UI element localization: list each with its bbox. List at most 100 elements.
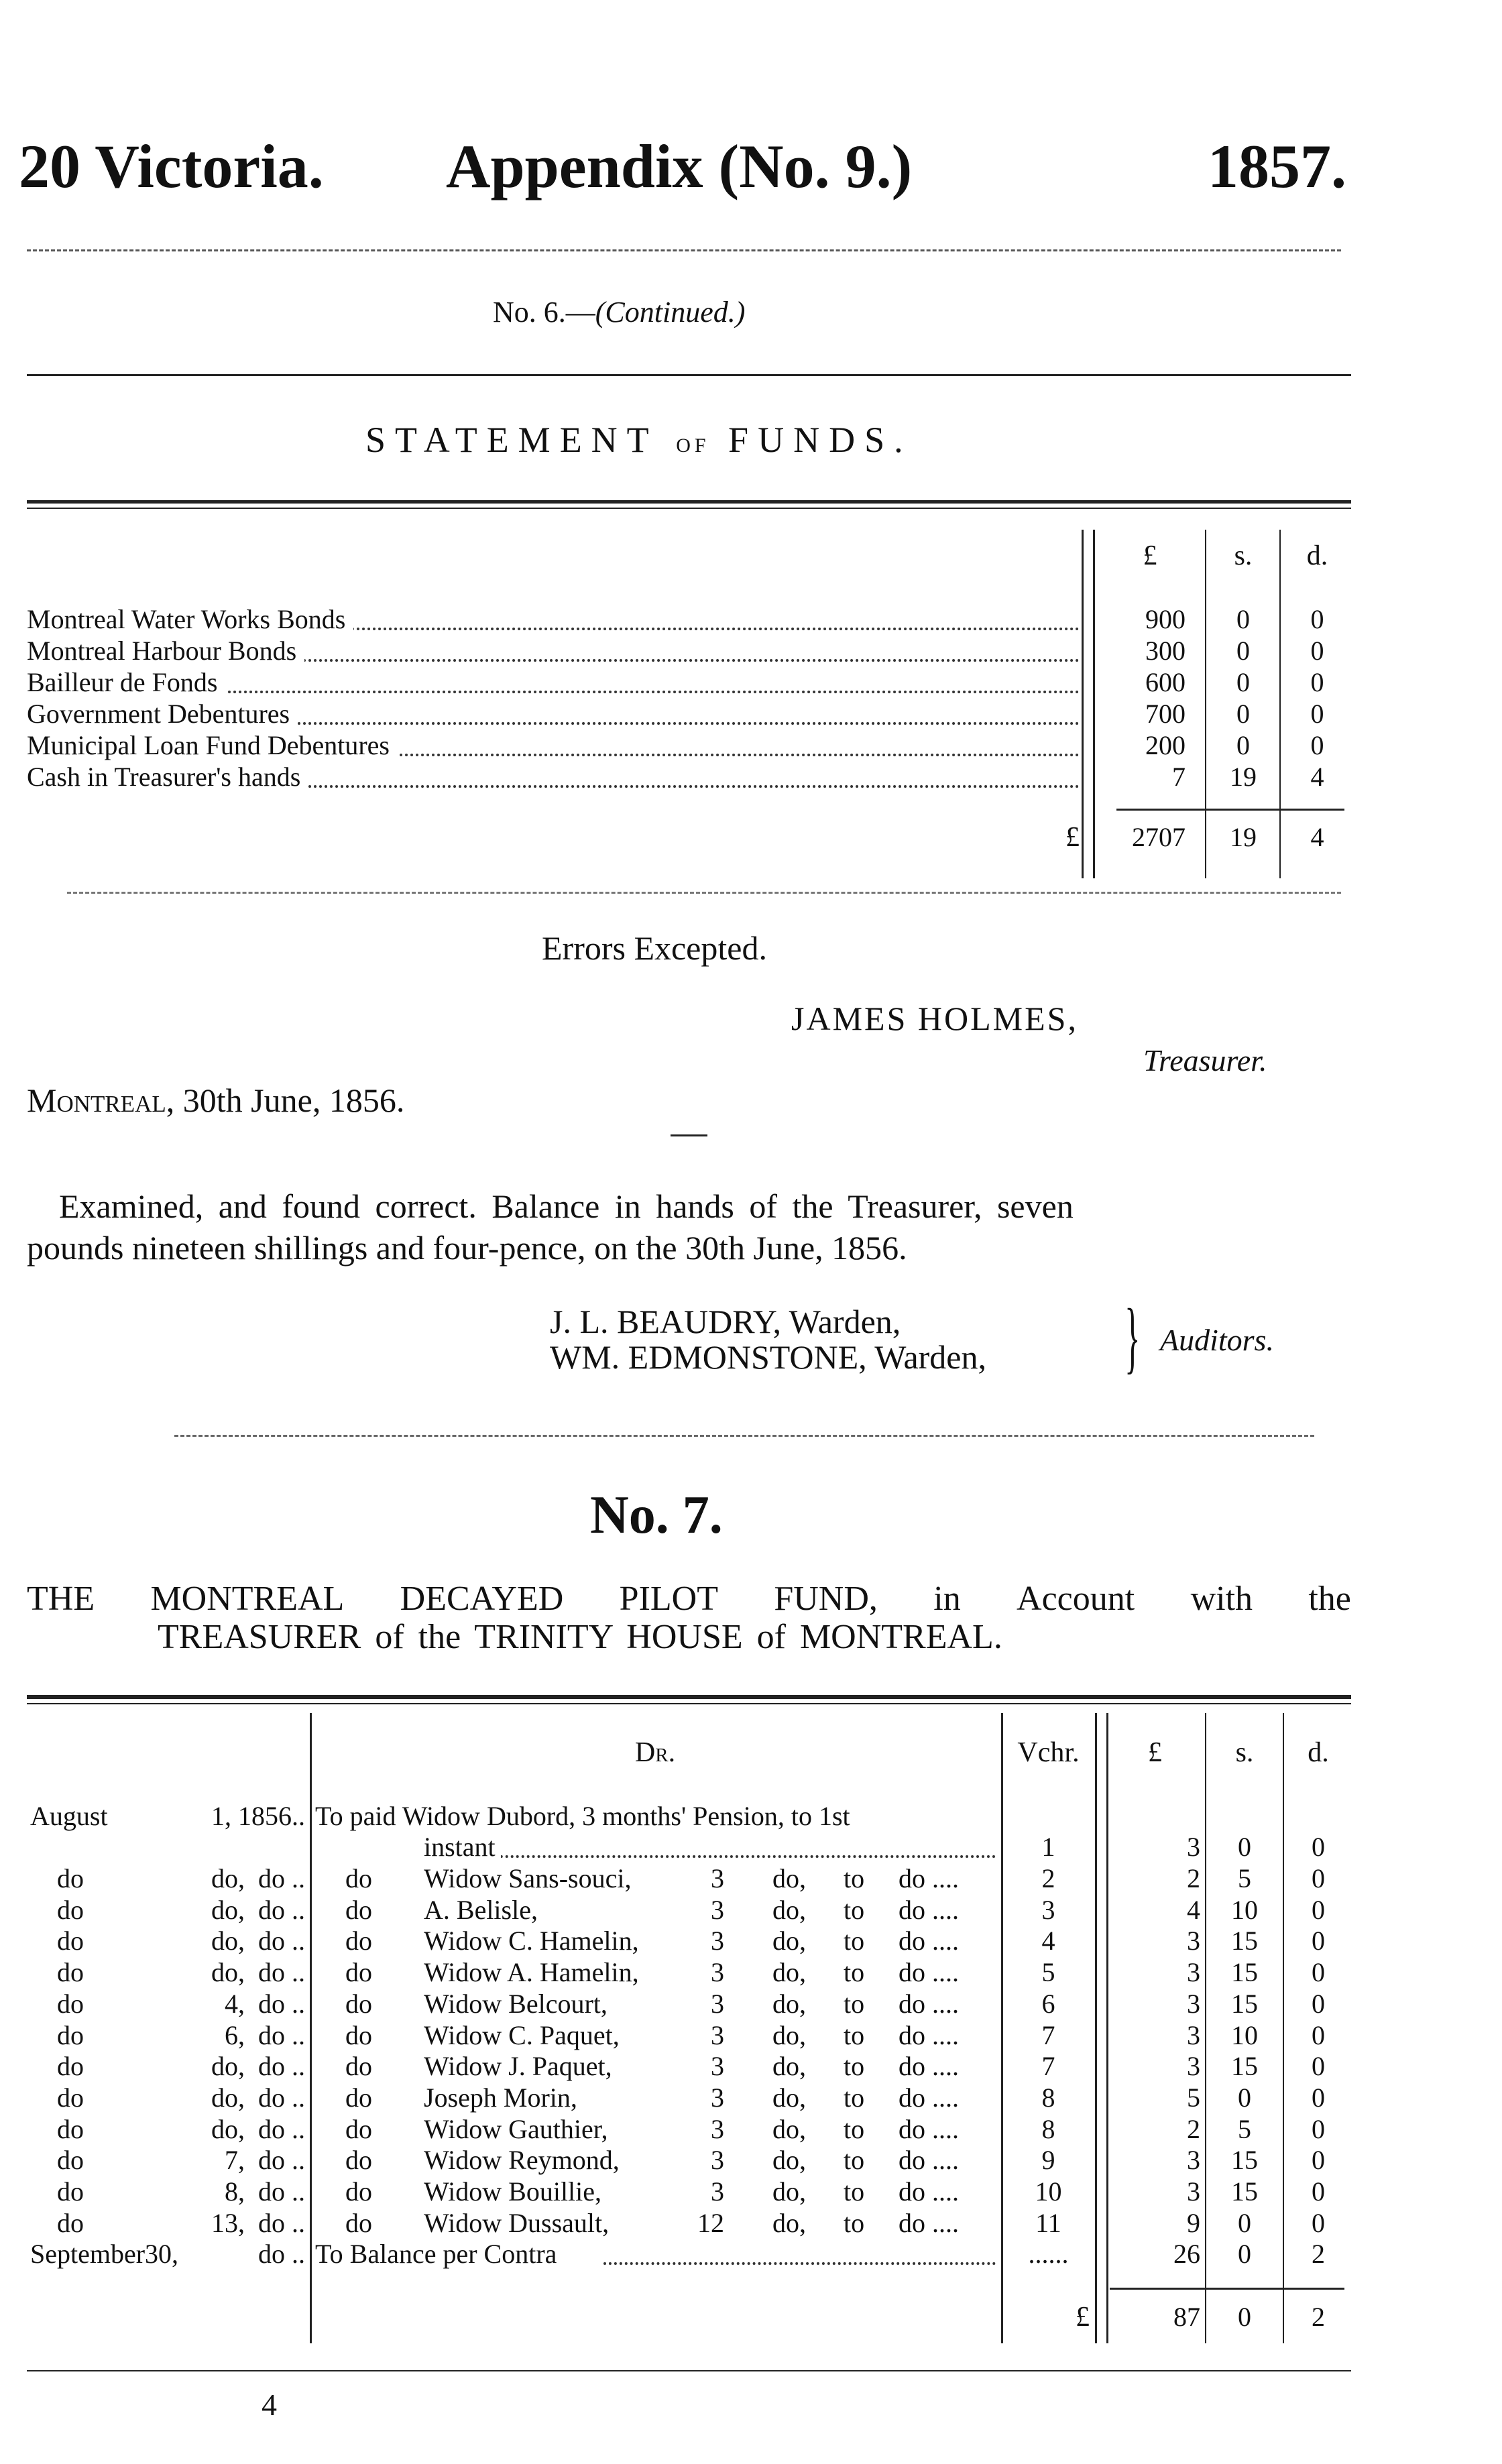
voucher-number: 4 <box>1041 1926 1055 1956</box>
divider <box>174 1435 1314 1437</box>
place: Montreal, <box>27 1081 175 1119</box>
amount-pounds: 7 <box>1172 762 1186 792</box>
months-count: 3 <box>711 1957 724 1988</box>
voucher-number: 1 <box>1041 1832 1055 1862</box>
column-header: £ <box>1143 540 1157 571</box>
pensioner-name: Widow Bouillie, <box>424 2176 602 2207</box>
entry-prefix: do <box>345 2145 372 2176</box>
amount-pounds: 3 <box>1187 1957 1200 1988</box>
period-to: to <box>844 1926 865 1956</box>
period-to: to <box>844 2176 865 2207</box>
total-pounds: 2707 <box>1132 822 1186 852</box>
sum-rule <box>1116 809 1344 811</box>
title-word: with <box>1190 1580 1253 1618</box>
period-unit: do, <box>772 1988 806 2019</box>
column-rule <box>1279 530 1281 878</box>
total-symbol: £ <box>1076 2302 1090 2333</box>
column-rule <box>1095 1713 1097 2343</box>
fund-label: Cash in Treasurer's hands <box>27 761 309 793</box>
entry-description: To paid Widow Dubord, 3 months' Pension,… <box>315 1801 850 1831</box>
period-end: do .... <box>899 2082 959 2113</box>
total-pence: 2 <box>1312 2302 1325 2332</box>
period-unit: do, <box>772 2019 806 2050</box>
months-count: 3 <box>711 2176 724 2207</box>
double-rule <box>27 1703 1351 1704</box>
voucher-number: 9 <box>1041 2145 1055 2176</box>
entry-day: do, do .. <box>211 1894 305 1925</box>
amount-pounds: 3 <box>1187 2145 1200 2176</box>
period-end: do .... <box>899 1988 959 2019</box>
amount-pounds: 600 <box>1145 667 1186 697</box>
pensioner-name: Widow C. Hamelin, <box>424 1926 639 1956</box>
pensioner-name: Widow Gauthier, <box>424 2113 608 2144</box>
pensioner-name: Widow Sans-souci, <box>424 1863 632 1893</box>
voucher-number: 7 <box>1041 2051 1055 2082</box>
entry-month: do <box>57 1894 84 1925</box>
amount-shillings: 15 <box>1231 1926 1258 1956</box>
entry-prefix: do <box>345 1863 372 1893</box>
period-to: to <box>844 2051 865 2082</box>
voucher-number: 10 <box>1035 2176 1062 2207</box>
amount-pounds: 3 <box>1187 1926 1200 1956</box>
period-to: to <box>844 2019 865 2050</box>
amount-pounds: 900 <box>1145 604 1186 634</box>
pensioner-name: Widow C. Paquet, <box>424 2019 620 2050</box>
amount-pence: 0 <box>1310 667 1324 697</box>
fund-label: Bailleur de Fonds <box>27 666 226 698</box>
amount-pounds: 3 <box>1187 1832 1200 1862</box>
errors-excepted: Errors Excepted. <box>542 929 767 967</box>
months-count: 3 <box>711 1988 724 2019</box>
period-end: do .... <box>899 2113 959 2144</box>
period-unit: do, <box>772 2051 806 2082</box>
amount-shillings: 0 <box>1236 730 1250 760</box>
divider <box>27 249 1341 251</box>
period-unit: do, <box>772 1957 806 1988</box>
amount-shillings: 5 <box>1238 1863 1251 1893</box>
no7-heading: No. 7. <box>590 1486 723 1545</box>
voucher-number: 7 <box>1041 2019 1055 2050</box>
period-end: do .... <box>899 2145 959 2176</box>
amount-pounds: 3 <box>1187 1988 1200 2019</box>
continued-number: No. 6.— <box>493 296 595 329</box>
period-unit: do, <box>772 1894 806 1925</box>
period-end: do .... <box>899 1957 959 1988</box>
pensioner-name: Widow Dussault, <box>424 2207 610 2238</box>
period-end: do .... <box>899 1863 959 1893</box>
total-shillings: 19 <box>1230 822 1257 852</box>
period-end: do .... <box>899 2051 959 2082</box>
entry-month: do <box>57 2082 84 2113</box>
months-count: 3 <box>711 2051 724 2082</box>
entry-day: do, do .. <box>211 1926 305 1956</box>
months-count: 3 <box>711 1863 724 1893</box>
amount-shillings: 0 <box>1236 667 1250 697</box>
entry-prefix: do <box>345 2113 372 2144</box>
entry-month: do <box>57 1926 84 1956</box>
pensioner-name: Joseph Morin, <box>424 2082 577 2113</box>
amount-pence: 0 <box>1310 604 1324 634</box>
period-to: to <box>844 2207 865 2238</box>
period-to: to <box>844 1863 865 1893</box>
total-pence: 4 <box>1310 822 1324 852</box>
entry-month: do <box>57 1863 84 1893</box>
entry-prefix: do <box>345 2207 372 2238</box>
amount-pence: 0 <box>1312 1894 1325 1925</box>
months-count: 12 <box>697 2207 724 2238</box>
period-end: do .... <box>899 1894 959 1925</box>
leader-dots <box>40 628 1080 630</box>
leader-dots <box>40 754 1080 756</box>
pounds-header: £ <box>1148 1737 1162 1768</box>
leader-dots <box>40 691 1080 693</box>
header-center: Appendix (No. 9.) <box>446 132 913 200</box>
amount-pence: 0 <box>1310 699 1324 729</box>
total-pounds: 87 <box>1173 2302 1200 2332</box>
title-word: STATEMENT <box>365 420 658 460</box>
amount-shillings: 0 <box>1238 2239 1251 2270</box>
months-count: 3 <box>711 2019 724 2050</box>
amount-pence: 0 <box>1312 1988 1325 2019</box>
divider <box>27 374 1351 376</box>
entry-month: September30, <box>30 2239 179 2270</box>
amount-pounds: 300 <box>1145 636 1186 666</box>
title-word: FUNDS. <box>728 420 913 460</box>
statement-title: STATEMENT OF FUNDS. <box>365 419 913 461</box>
pence-header: d. <box>1308 1737 1329 1768</box>
